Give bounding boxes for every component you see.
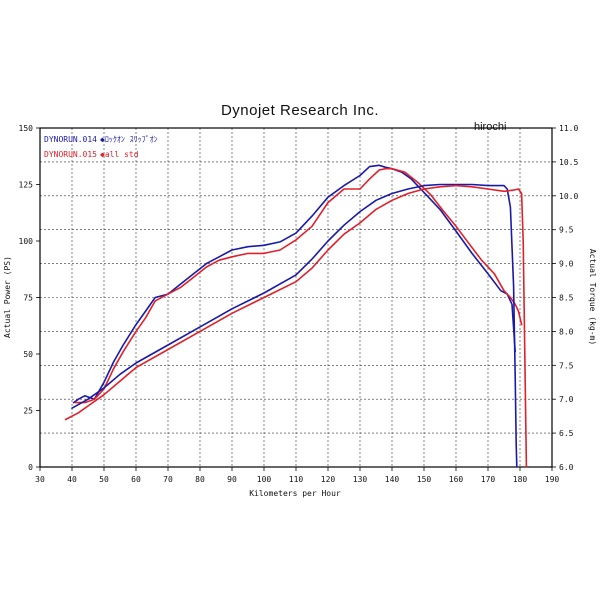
y-right-tick-label: 10.5 [559, 158, 578, 167]
y-left-tick-label: 50 [23, 350, 33, 359]
x-tick-label: 40 [67, 475, 77, 484]
x-tick-label: 100 [257, 475, 272, 484]
x-tick-label: 170 [481, 475, 496, 484]
legend: DYNORUN.014 ◆ﾛｯｸｵﾝ ｽﾘｯﾌﾟｵﾝ DYNORUN.015 ◆… [44, 135, 158, 159]
x-tick-label: 130 [353, 475, 368, 484]
x-tick-label: 180 [513, 475, 528, 484]
series-lines [64, 164, 528, 468]
y-right-tick-label: 6.5 [559, 429, 574, 438]
y-right-tick-label: 7.5 [559, 361, 574, 370]
x-tick-label: 90 [227, 475, 237, 484]
chart-title: Dynojet Research Inc. [221, 102, 379, 119]
y-right-tick-label: 11.0 [559, 124, 578, 133]
y-right-tick-label: 7.0 [559, 395, 574, 404]
y-left-tick-label: 150 [19, 124, 34, 133]
x-axis-label: Kilometers per Hour [249, 489, 341, 498]
series-torque-dynorun-015 [74, 167, 523, 404]
x-tick-label: 30 [35, 475, 45, 484]
legend-run-014: DYNORUN.014 [44, 135, 97, 144]
y-left-tick-label: 100 [19, 237, 34, 246]
x-tick-label: 70 [163, 475, 173, 484]
y-axis-left-label: Actual Power (PS) [3, 256, 12, 338]
y-right-tick-label: 6.0 [559, 463, 574, 472]
y-right-tick-label: 9.0 [559, 260, 574, 269]
grid [39, 127, 553, 468]
series-power-dynorun-014 [71, 183, 518, 468]
y-right-tick-label: 10.0 [559, 192, 578, 201]
y-left-tick-label: 125 [19, 181, 34, 190]
y-right-tick-label: 8.0 [559, 327, 574, 336]
legend-desc-015: ◆all std [100, 150, 139, 159]
x-tick-label: 110 [289, 475, 304, 484]
x-tick-label: 120 [321, 475, 336, 484]
x-tick-label: 150 [417, 475, 432, 484]
y-right-tick-label: 8.5 [559, 294, 574, 303]
y-axis-right-label: Actual Torque (kg-m) [588, 249, 597, 345]
watermark-text: hirochi [474, 121, 506, 133]
y-left-tick-label: 75 [23, 294, 33, 303]
y-right-tick-label: 9.5 [559, 226, 574, 235]
y-left-tick-label: 0 [28, 463, 33, 472]
x-tick-label: 60 [131, 475, 141, 484]
tick-labels: 30 40 50 60 70 80 90 100 110 120 130 140 150 160 170 18… [19, 124, 579, 484]
series-power-dynorun-015 [64, 184, 528, 468]
x-tick-label: 80 [195, 475, 205, 484]
legend-desc-014: ◆ﾛｯｸｵﾝ ｽﾘｯﾌﾟｵﾝ [100, 135, 158, 144]
x-tick-label: 190 [545, 475, 560, 484]
x-tick-label: 160 [449, 475, 464, 484]
x-tick-label: 50 [99, 475, 109, 484]
series-torque-dynorun-014 [72, 164, 517, 404]
legend-run-015: DYNORUN.015 [44, 150, 97, 159]
x-tick-label: 140 [385, 475, 400, 484]
y-left-tick-label: 25 [23, 407, 33, 416]
